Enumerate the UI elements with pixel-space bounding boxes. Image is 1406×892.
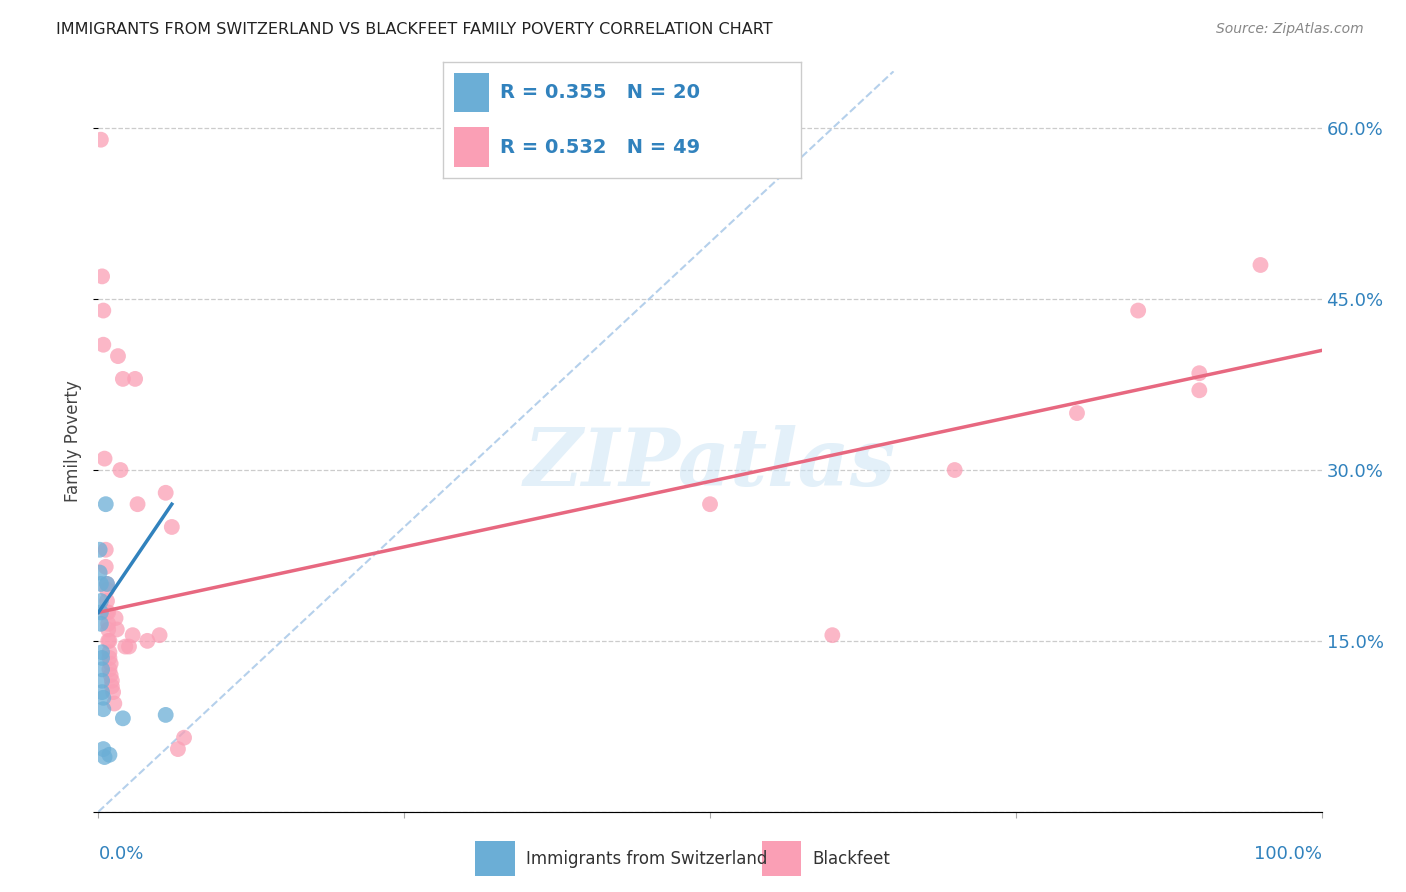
Point [1188, 366, 1211, 380]
Point [173, 731, 195, 745]
Point [114, 640, 136, 654]
Point [97, 623, 120, 637]
Point [90, 594, 112, 608]
Point [91, 673, 114, 688]
Point [91, 742, 114, 756]
Point [1249, 258, 1271, 272]
Point [1128, 303, 1150, 318]
Point [93, 750, 115, 764]
Point [1066, 406, 1088, 420]
Point [91, 690, 114, 705]
Text: Source: ZipAtlas.com: Source: ZipAtlas.com [1216, 22, 1364, 37]
Point [90, 616, 112, 631]
Text: 100.0%: 100.0% [1254, 845, 1322, 863]
Point [107, 349, 129, 363]
Point [94, 542, 117, 557]
Point [93, 451, 115, 466]
Point [121, 628, 143, 642]
Text: Immigrants from Switzerland: Immigrants from Switzerland [526, 849, 768, 868]
Point [699, 497, 721, 511]
Point [167, 742, 190, 756]
Point [89, 542, 111, 557]
Point [90, 133, 112, 147]
Point [101, 680, 124, 694]
Point [94, 497, 117, 511]
Point [821, 628, 844, 642]
Bar [475, 841, 515, 876]
Bar [762, 841, 801, 876]
Text: Blackfeet: Blackfeet [813, 849, 890, 868]
Point [97, 616, 120, 631]
Point [98, 747, 121, 762]
Point [101, 685, 124, 699]
Point [111, 372, 134, 386]
Point [155, 485, 177, 500]
Point [127, 497, 149, 511]
Point [91, 337, 114, 351]
Point [91, 662, 114, 676]
Point [100, 657, 122, 671]
Bar [454, 73, 489, 112]
Point [104, 611, 127, 625]
Point [98, 633, 121, 648]
Point [97, 633, 120, 648]
Text: 0.0%: 0.0% [98, 845, 143, 863]
Point [118, 640, 141, 654]
Text: R = 0.532   N = 49: R = 0.532 N = 49 [501, 137, 700, 157]
Point [96, 577, 118, 591]
Point [155, 707, 177, 722]
Point [100, 668, 122, 682]
Text: IMMIGRANTS FROM SWITZERLAND VS BLACKFEET FAMILY POVERTY CORRELATION CHART: IMMIGRANTS FROM SWITZERLAND VS BLACKFEET… [56, 22, 773, 37]
Point [943, 463, 966, 477]
Point [103, 697, 125, 711]
Point [110, 463, 132, 477]
Point [98, 645, 121, 659]
Bar [454, 128, 489, 167]
Text: ZIPatlas: ZIPatlas [524, 425, 896, 502]
Point [91, 645, 114, 659]
Point [94, 559, 117, 574]
Point [111, 711, 134, 725]
Point [124, 372, 146, 386]
Point [91, 702, 114, 716]
Point [96, 577, 118, 591]
Point [149, 628, 172, 642]
Point [105, 623, 128, 637]
Point [98, 662, 121, 676]
Point [91, 651, 114, 665]
Point [91, 269, 114, 284]
Point [91, 303, 114, 318]
Point [96, 606, 118, 620]
Point [96, 582, 118, 597]
Point [101, 673, 124, 688]
Point [136, 633, 159, 648]
Point [160, 520, 183, 534]
Point [1188, 384, 1211, 398]
Point [98, 651, 121, 665]
Text: R = 0.355   N = 20: R = 0.355 N = 20 [501, 83, 700, 102]
Point [90, 577, 112, 591]
Point [97, 606, 120, 620]
Point [89, 566, 111, 580]
Point [90, 606, 112, 620]
Point [96, 594, 118, 608]
Y-axis label: Family Poverty: Family Poverty [65, 381, 83, 502]
Point [91, 685, 114, 699]
